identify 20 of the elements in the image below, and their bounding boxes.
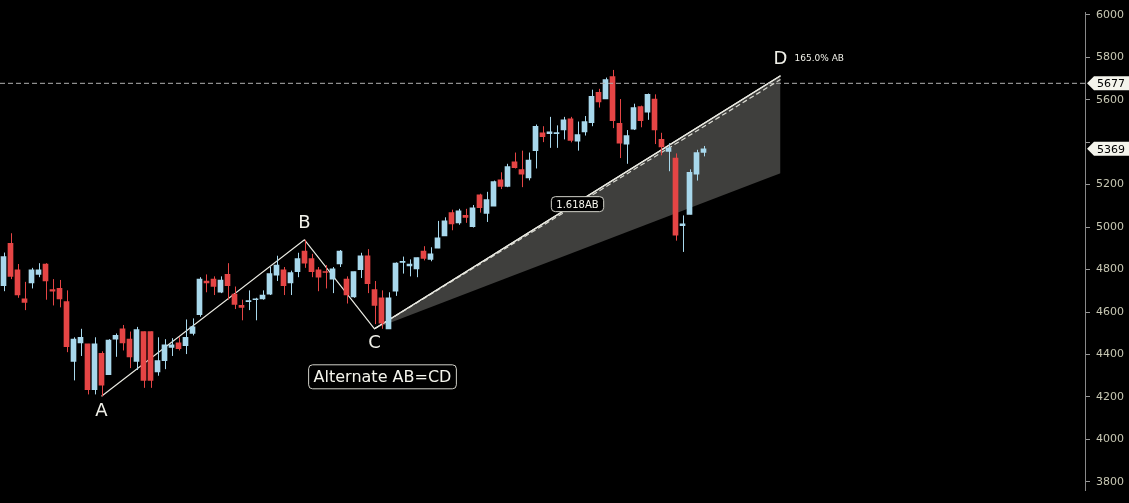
annotation: 1.618AB [556, 198, 599, 210]
y-tick-label: 4600 [1096, 304, 1124, 318]
annotation: 165.0% AB [794, 53, 845, 64]
y-tick-label: 5800 [1096, 50, 1124, 64]
y-tick-label: 4800 [1096, 262, 1124, 276]
y-tick-label: 6000 [1096, 7, 1124, 21]
annotation: Alternate AB=CD [313, 366, 452, 386]
data-label: C [368, 331, 381, 353]
y-tick-label: 4200 [1096, 389, 1124, 403]
y-tick-label: 5000 [1096, 219, 1124, 233]
y-tick-label: 5600 [1096, 92, 1124, 106]
y-tick-label: 5200 [1096, 177, 1124, 191]
y-tick-label: 3800 [1096, 474, 1124, 488]
data-label: D [773, 47, 788, 69]
ref-line-label: 5677 [1097, 77, 1125, 91]
y-tick-label: 4000 [1096, 432, 1124, 446]
y-tick-label: 4400 [1096, 347, 1124, 361]
data-label: B [298, 211, 311, 233]
text: 5369 [1097, 142, 1125, 156]
data-label: A [95, 399, 109, 420]
